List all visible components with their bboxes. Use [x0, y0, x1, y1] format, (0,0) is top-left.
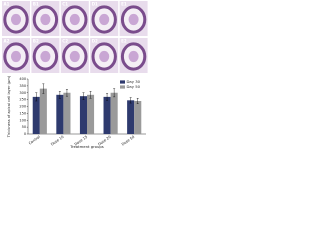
- tissue-core: [99, 13, 110, 26]
- panel-label: E2: [121, 39, 127, 44]
- panel-label: B1: [33, 2, 39, 7]
- tissue-core: [10, 13, 22, 26]
- error-bar: [136, 98, 139, 104]
- y-tick-label: 200: [19, 105, 27, 109]
- y-tick-label: 300: [19, 91, 27, 95]
- legend-label: Day 50: [127, 84, 141, 89]
- error-bar: [58, 91, 61, 99]
- panel-label: B2: [33, 39, 39, 44]
- y-axis-label: Thickness of apical cell layer (μm): [7, 75, 11, 138]
- tissue-core: [69, 13, 80, 26]
- panel-label: A2: [4, 39, 10, 44]
- panel-label: C2: [62, 39, 68, 44]
- panel-label: A1: [4, 2, 10, 7]
- error-bar: [65, 89, 68, 97]
- x-tick-label: Dose 20: [97, 134, 112, 146]
- bar: [56, 94, 64, 134]
- error-bar: [89, 91, 92, 99]
- panel-label: D2: [92, 39, 98, 44]
- tissue-core: [99, 50, 110, 63]
- bar: [87, 94, 95, 134]
- x-axis-label: Treatment groups: [69, 144, 104, 149]
- panel-label: C1: [62, 2, 68, 7]
- legend-swatch: [120, 80, 125, 84]
- y-tick-label: 0: [24, 132, 27, 136]
- bar: [79, 96, 87, 134]
- tissue-core: [10, 50, 22, 63]
- tissue-core: [69, 50, 80, 63]
- bar: [39, 88, 47, 134]
- figure: A1 B1 C1 D1 E1 A2 B2 C2 D2 E2 0 50 100 150 200 250 300 35…: [2, 1, 148, 149]
- tissue-core: [128, 50, 139, 63]
- tissue-core: [40, 50, 51, 63]
- x-tick-label: Dose 15: [74, 135, 88, 147]
- y-tick-label: 400: [19, 77, 27, 81]
- y-tick-label: 250: [19, 98, 27, 102]
- legend-swatch: [120, 85, 125, 89]
- error-bar: [113, 88, 116, 98]
- error-bar: [35, 92, 38, 102]
- bar: [63, 92, 71, 134]
- bar: [103, 96, 111, 134]
- tissue-core: [128, 13, 139, 26]
- panel-label: D1: [92, 2, 98, 7]
- legend-label: Day 30: [127, 79, 141, 84]
- y-tick-label: 50: [22, 125, 27, 129]
- y-tick-label: 150: [19, 111, 27, 115]
- bar: [110, 92, 118, 134]
- error-bar: [129, 97, 132, 104]
- bar: [32, 96, 40, 134]
- bar: [127, 100, 135, 134]
- x-tick-label: Dose 10: [50, 134, 65, 146]
- panel-label: E1: [121, 2, 127, 7]
- error-bar: [106, 93, 109, 101]
- x-tick-label: Control: [28, 135, 41, 146]
- bar: [134, 101, 142, 134]
- error-bar: [82, 92, 85, 100]
- x-tick-label: Dose 50: [121, 134, 136, 146]
- y-tick-label: 350: [19, 84, 27, 88]
- error-bar: [42, 83, 45, 94]
- tissue-core: [40, 13, 51, 26]
- y-tick-label: 100: [19, 118, 27, 122]
